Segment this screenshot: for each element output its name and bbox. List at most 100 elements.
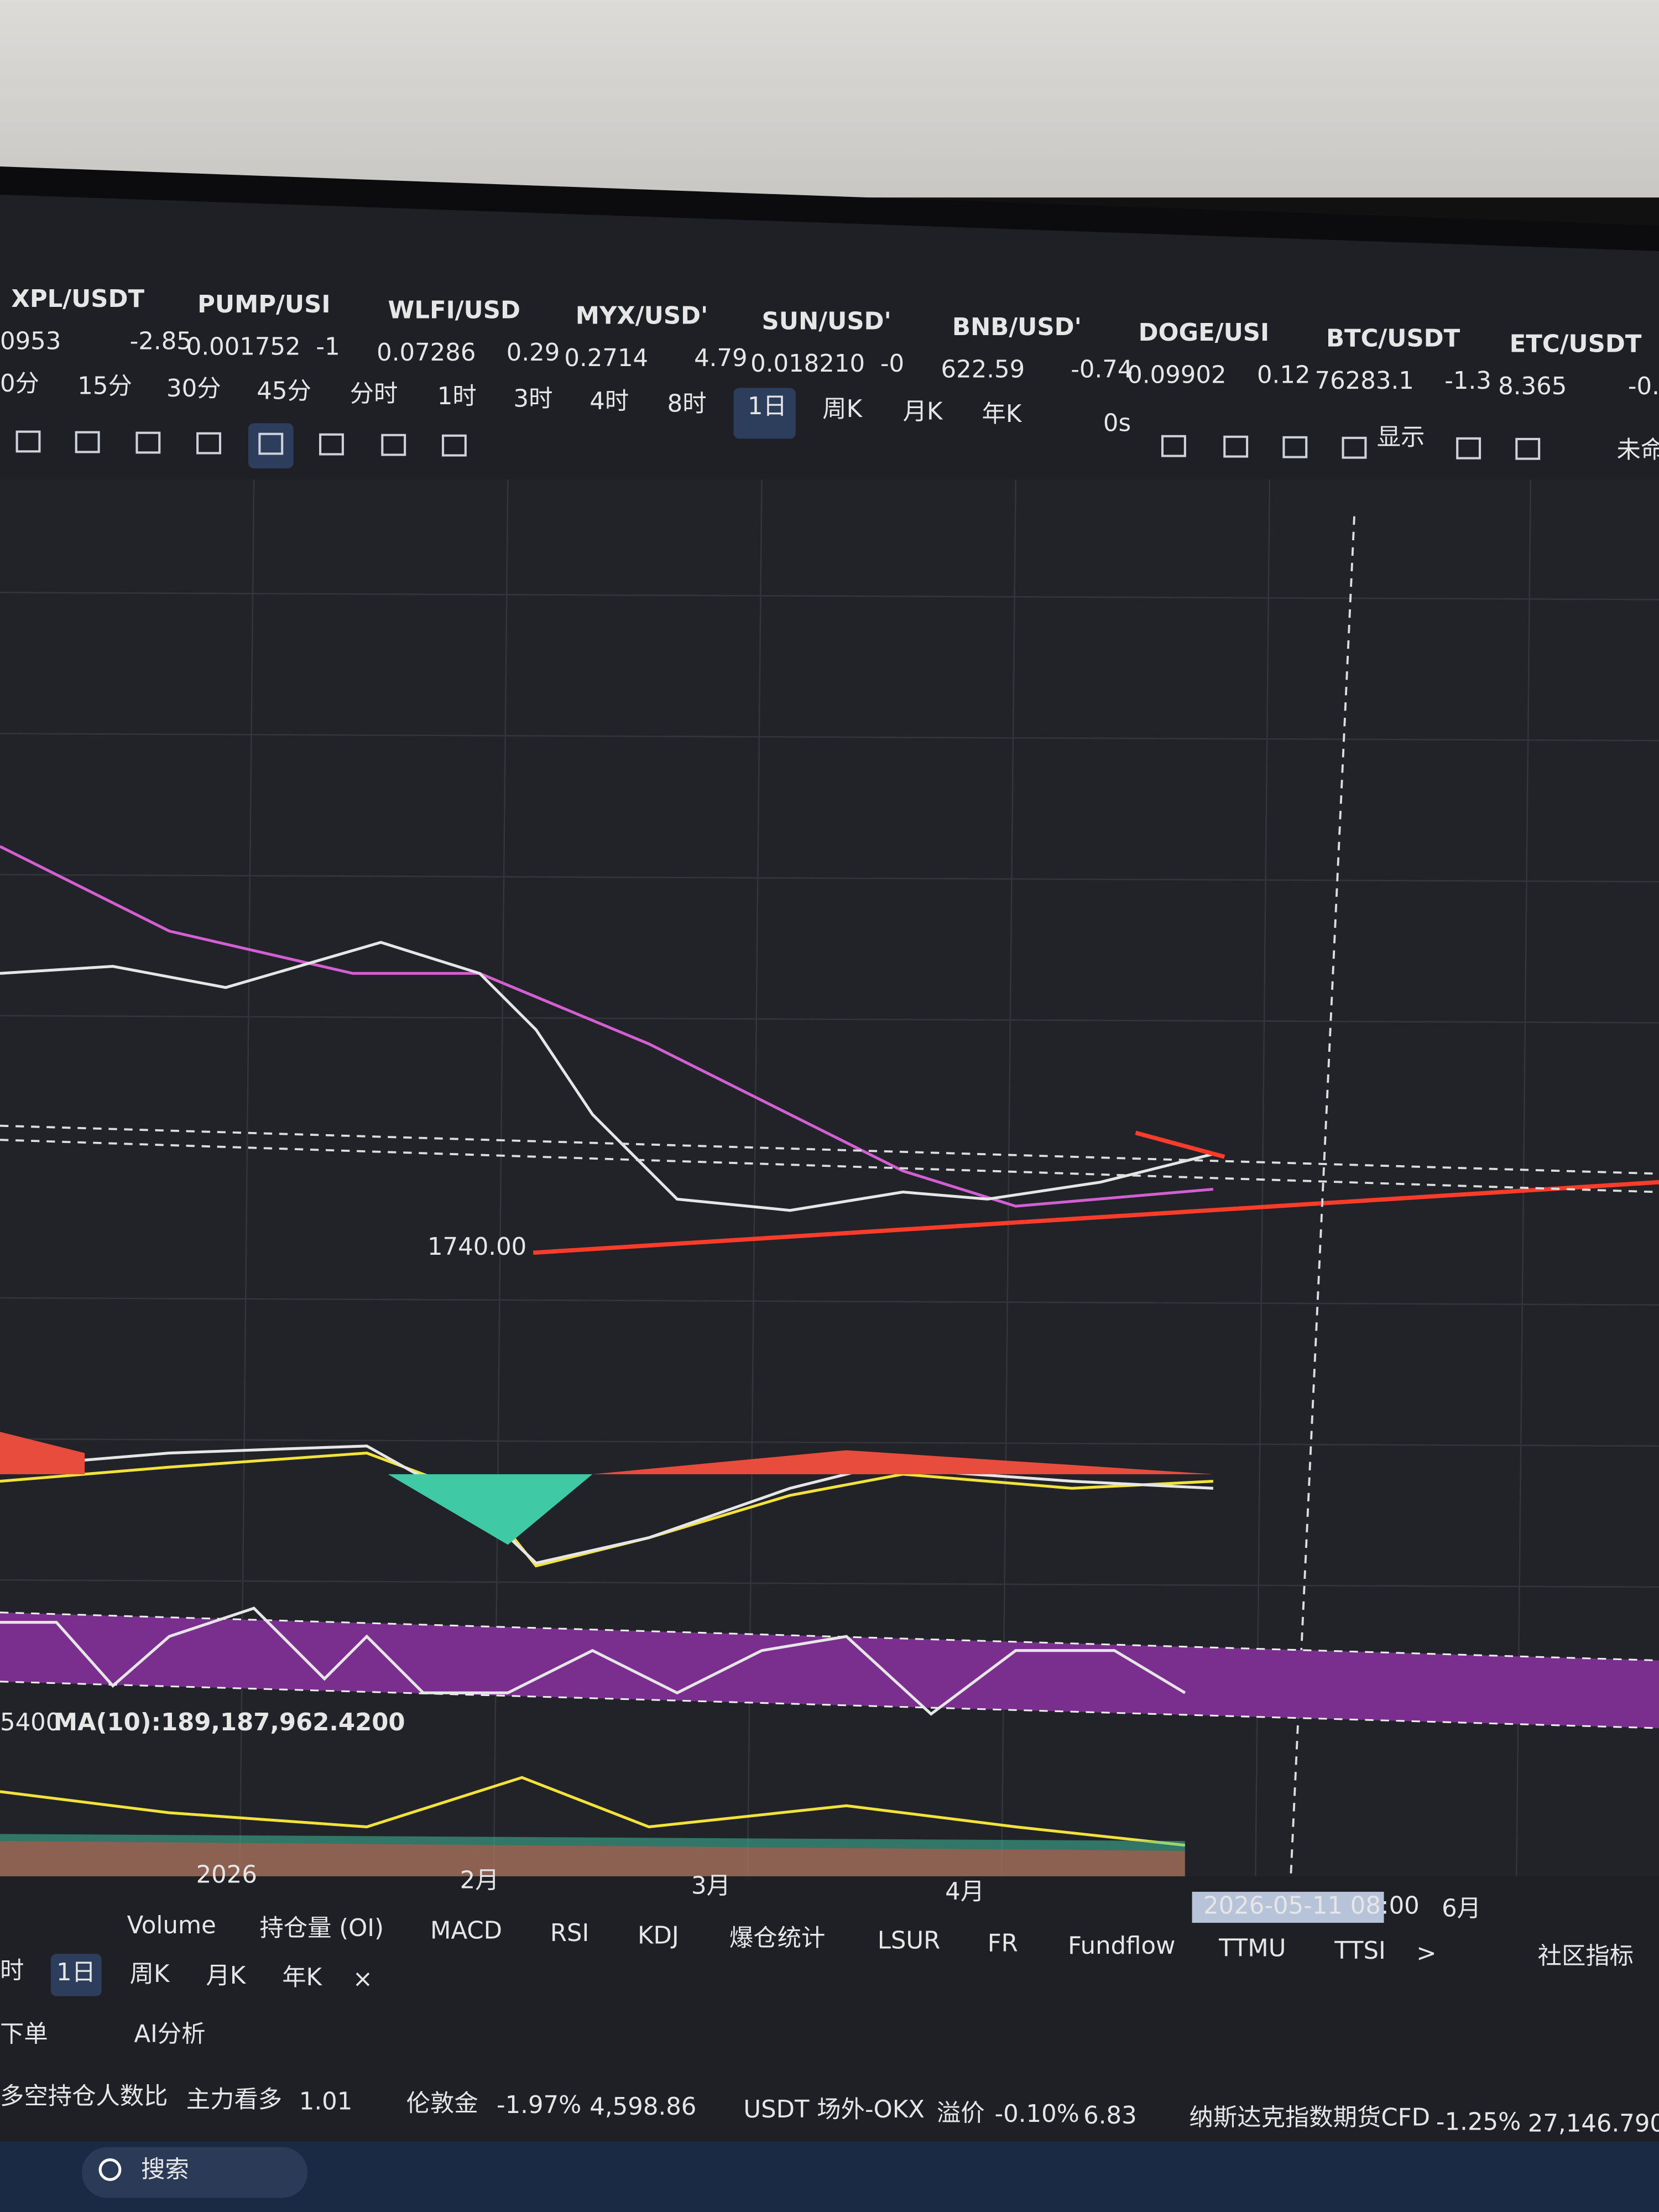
ticker-price[interactable]: 76283.1 (1315, 367, 1414, 395)
ticker-name[interactable]: BNB/USD' (952, 314, 1082, 341)
tool-icon[interactable] (1342, 436, 1367, 459)
indicator-tab[interactable]: KDJ (638, 1922, 679, 1950)
tool-icon[interactable] (381, 434, 406, 456)
ticker-change[interactable]: 4.79 (694, 345, 748, 372)
tool-icon[interactable] (441, 434, 467, 457)
ticker-change[interactable]: -2.85 (130, 327, 192, 355)
period-tab[interactable]: 周K (130, 1960, 170, 1988)
ticker-price[interactable]: 622.59 (941, 356, 1025, 383)
ticker-name[interactable]: XPL/USDT (11, 285, 144, 313)
ticker-price[interactable]: 0.07286 (377, 339, 476, 367)
timeframe[interactable]: 周K (822, 395, 863, 423)
tool-icon[interactable] (1282, 436, 1308, 458)
display-toggle[interactable]: 显示 (1377, 424, 1425, 451)
ticker-change[interactable]: -0 (880, 350, 904, 378)
low-price-label: 1740.00 (427, 1233, 526, 1261)
indicator-tab[interactable]: Fundflow (1068, 1932, 1175, 1960)
grid (0, 479, 1659, 1876)
ticker-change[interactable]: -0.74 (1071, 356, 1133, 383)
search-box[interactable] (81, 2147, 308, 2198)
tool-icon[interactable] (258, 432, 284, 455)
ticker-change[interactable]: -0.199 (1628, 373, 1659, 400)
tool-icon[interactable] (1456, 437, 1481, 460)
indicator-tab[interactable]: Volume (127, 1912, 216, 1939)
taskbar-search[interactable]: 搜索 (141, 2156, 189, 2184)
indicator-tab[interactable]: MACD (430, 1917, 502, 1944)
indicator-tab[interactable]: FR (988, 1929, 1018, 1957)
status-item: 1.01 (299, 2088, 353, 2116)
ticker-price[interactable]: 0.018210 (750, 350, 865, 378)
ticker-price[interactable]: 8.365 (1498, 373, 1567, 400)
ticker-name[interactable]: BTC/USDT (1326, 325, 1460, 352)
ticker-price[interactable]: 0.09902 (1127, 362, 1226, 389)
indicator-tab[interactable]: 爆仓统计 (729, 1924, 825, 1952)
timeframe[interactable]: 15分 (77, 373, 132, 400)
status-item: 多空持仓人数比 (0, 2083, 168, 2110)
tool-icon[interactable] (196, 432, 221, 455)
ticker-price[interactable]: 0.2714 (564, 345, 648, 372)
ticker-name[interactable]: DOGE/USI (1139, 319, 1269, 347)
indicator-tab[interactable]: > (1416, 1940, 1436, 1968)
timeframe[interactable]: 45分 (257, 378, 311, 405)
period-tab[interactable]: 年K (282, 1964, 322, 1991)
ticker-change[interactable]: 0.12 (1257, 362, 1311, 389)
timeframe[interactable]: 4时 (589, 388, 629, 415)
period-tab[interactable]: 时 (0, 1957, 24, 1985)
period-tab[interactable]: 月K (206, 1962, 246, 1990)
tool-icon[interactable] (135, 431, 161, 454)
search-icon (98, 2158, 122, 2181)
ticker-name[interactable]: WLFI/USD (388, 296, 520, 324)
tool-icon[interactable] (1161, 435, 1186, 457)
status-item: 溢价 (937, 2099, 985, 2127)
status-item: 主力看多 (186, 2086, 282, 2114)
timeframe[interactable]: 分时 (350, 380, 398, 408)
x-axis-label: 2026 (196, 1861, 257, 1888)
ticker-name[interactable]: ETC/USDT (1510, 331, 1642, 358)
timeframe[interactable]: 8时 (667, 390, 707, 418)
tool-icon[interactable] (1515, 437, 1541, 460)
volume-ma: MA(10):189,187,962.4200 (54, 1709, 405, 1736)
status-item: 6.83 (1083, 2102, 1137, 2130)
status-item: 伦敦金 (406, 2090, 478, 2117)
drawings (0, 516, 1659, 1876)
cloud-save[interactable]: 未命 (1616, 436, 1659, 464)
status-item: -0.10% (994, 2100, 1079, 2128)
ticker-change[interactable]: -1.3 (1444, 367, 1491, 395)
tool-icon[interactable] (15, 430, 41, 453)
timeframe[interactable]: 1日 (748, 393, 787, 420)
x-axis-label: 2月 (460, 1867, 499, 1895)
timeframe[interactable]: 0分 (0, 370, 39, 398)
timeframe[interactable]: 1时 (437, 383, 477, 410)
bottom-tab[interactable]: 下单 (0, 2021, 48, 2048)
status-item: 纳斯达克指数期货CFD (1190, 2104, 1430, 2132)
ticker-name[interactable]: PUMP/USI (197, 291, 330, 319)
timeframe[interactable]: 月K (903, 398, 943, 425)
indicator-tab[interactable]: TTMU (1218, 1935, 1286, 1963)
countdown[interactable]: 0s (1103, 409, 1131, 437)
indicator-tab[interactable]: RSI (550, 1919, 589, 1947)
tool-icon[interactable] (1223, 435, 1249, 458)
timeframe[interactable]: 3时 (514, 385, 553, 413)
bottom-tab[interactable]: AI分析 (134, 2021, 205, 2048)
ticker-name[interactable]: MYX/USD' (576, 302, 708, 330)
ticker-price[interactable]: 0.001752 (186, 333, 301, 361)
tool-icon[interactable] (75, 431, 100, 453)
ticker-change[interactable]: 0.29 (507, 339, 560, 367)
indicator-tab[interactable]: 社区指标 (1538, 1942, 1634, 1970)
indicator-tab[interactable]: TTSI (1334, 1937, 1386, 1965)
ticker-name[interactable]: SUN/USD' (762, 308, 891, 336)
period-tab[interactable]: × (353, 1965, 373, 1993)
x-axis-label: 4月 (945, 1878, 984, 1906)
indicator-tab[interactable]: LSUR (878, 1927, 941, 1955)
period-tab[interactable]: 1日 (56, 1959, 96, 1986)
tool-icon[interactable] (319, 433, 344, 456)
ticker-change[interactable]: -1 (316, 333, 340, 361)
status-item: 27,146.790 (1528, 2110, 1659, 2138)
ticker-price[interactable]: 0953 (0, 327, 61, 355)
volume-value: 5400 (0, 1709, 61, 1736)
status-item: USDT 场外-OKX (743, 2096, 925, 2124)
timeframe[interactable]: 30分 (166, 375, 221, 403)
timeframe[interactable]: 年K (982, 400, 1022, 428)
indicator-tab[interactable]: 持仓量 (OI) (259, 1914, 384, 1942)
